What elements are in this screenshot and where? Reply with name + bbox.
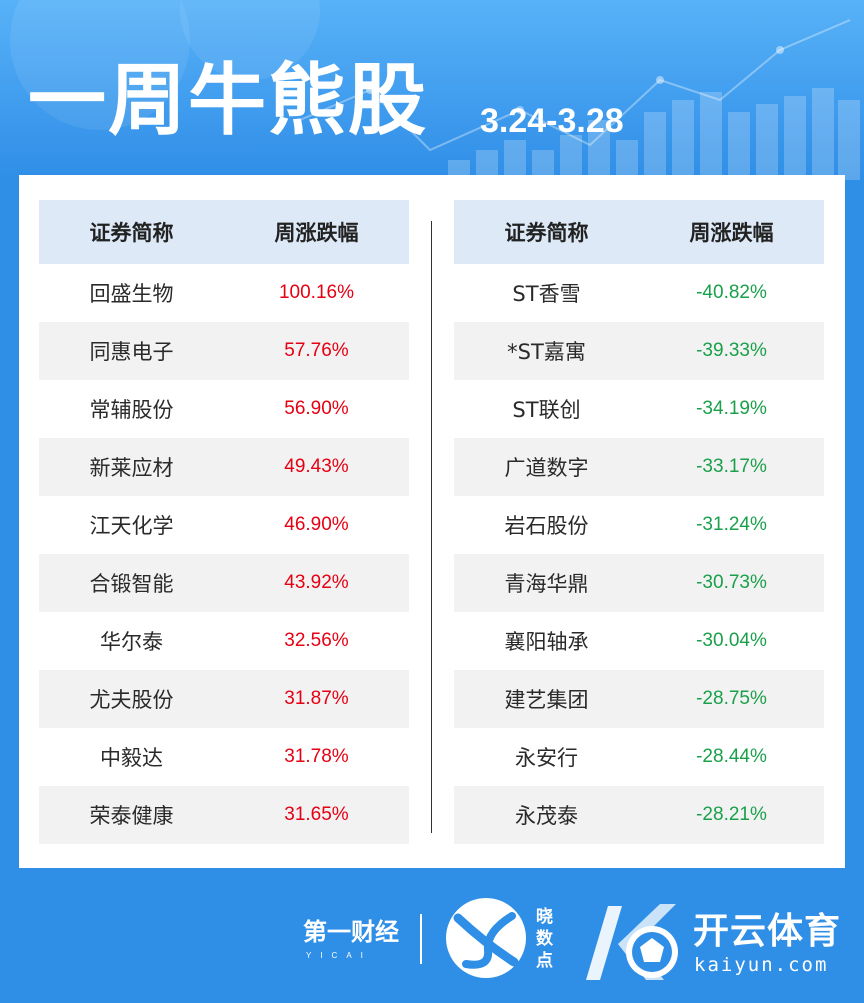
kaiyun-domain: kaiyun.com <box>694 954 829 976</box>
table-row: 合锻智能 43.92% <box>39 554 409 612</box>
table-row: 回盛生物 100.16% <box>39 264 409 322</box>
table-row: 同惠电子 57.76% <box>39 322 409 380</box>
table-row: 常辅股份 56.90% <box>39 380 409 438</box>
table-row: 荣泰健康 31.65% <box>39 786 409 844</box>
weekly-change: -31.24% <box>696 514 767 535</box>
table-header: 证券简称 周涨跌幅 <box>39 200 409 264</box>
bull-table: 证券简称 周涨跌幅 回盛生物 100.16% 同惠电子 57.76% 常辅股份 56.… <box>39 200 409 844</box>
table-header: 证券简称 周涨跌幅 <box>454 200 824 264</box>
logo-separator <box>420 914 422 964</box>
chart-decoration <box>10 0 860 180</box>
stock-name: 同惠电子 <box>89 340 174 364</box>
table-row: 永安行 -28.44% <box>454 728 824 786</box>
weekly-change: 57.76% <box>284 340 349 361</box>
header-banner: 一周牛熊股 3.24-3.28 <box>0 0 864 180</box>
table-row: ST联创 -34.19% <box>454 380 824 438</box>
weekly-change: -30.73% <box>696 572 767 593</box>
weekly-change: -39.33% <box>696 340 767 361</box>
stock-name: 青海华鼎 <box>504 572 589 596</box>
table-row: 襄阳轴承 -30.04% <box>454 612 824 670</box>
weekly-change: 56.90% <box>284 398 349 419</box>
kaiyun-logo-icon <box>586 904 678 980</box>
tables-card: 证券简称 周涨跌幅 回盛生物 100.16% 同惠电子 57.76% 常辅股份 56.… <box>19 175 845 868</box>
stock-name: 回盛生物 <box>89 282 174 306</box>
column-header-change: 周涨跌幅 <box>689 221 774 245</box>
table-row: 尤夫股份 31.87% <box>39 670 409 728</box>
stock-name: *ST嘉寓 <box>507 340 586 364</box>
table-row: 永茂泰 -28.21% <box>454 786 824 844</box>
kaiyun-label: 开云体育 <box>693 911 842 952</box>
table-row: *ST嘉寓 -39.33% <box>454 322 824 380</box>
weekly-change: 43.92% <box>284 572 349 593</box>
table-row: ST香雪 -40.82% <box>454 264 824 322</box>
weekly-change: -40.82% <box>696 282 767 303</box>
weekly-change: 46.90% <box>284 514 349 535</box>
table-row: 岩石股份 -31.24% <box>454 496 824 554</box>
weekly-change: 31.87% <box>284 688 349 709</box>
weekly-change: -28.75% <box>696 688 767 709</box>
yicai-logo-sub: YICAI <box>306 951 372 960</box>
stock-name: 合锻智能 <box>89 572 174 596</box>
date-range: 3.24-3.28 <box>480 102 624 140</box>
weekly-change: -30.04% <box>696 630 767 651</box>
column-header-change: 周涨跌幅 <box>274 221 359 245</box>
column-header-name: 证券简称 <box>89 221 174 245</box>
weekly-change: -33.17% <box>696 456 767 477</box>
stock-name: ST联创 <box>512 398 581 422</box>
stock-name: 常辅股份 <box>89 398 174 422</box>
stock-name: 永安行 <box>515 746 578 770</box>
stock-name: 永茂泰 <box>515 804 578 828</box>
stock-name: 尤夫股份 <box>89 688 174 712</box>
xiaoshudian-logo-icon <box>446 898 526 978</box>
stock-name: 荣泰健康 <box>89 804 174 828</box>
stock-name: 新莱应材 <box>89 456 174 480</box>
xiaoshudian-label: 晓数点 <box>536 907 553 971</box>
weekly-change: -34.19% <box>696 398 767 419</box>
weekly-change: 31.65% <box>284 804 349 825</box>
weekly-change: 49.43% <box>284 456 349 477</box>
table-row: 中毅达 31.78% <box>39 728 409 786</box>
table-row: 华尔泰 32.56% <box>39 612 409 670</box>
stock-name: 岩石股份 <box>504 514 589 538</box>
table-row: 建艺集团 -28.75% <box>454 670 824 728</box>
table-row: 广道数字 -33.17% <box>454 438 824 496</box>
weekly-change: 32.56% <box>284 630 349 651</box>
stock-name: 襄阳轴承 <box>504 630 589 654</box>
table-row: 江天化学 46.90% <box>39 496 409 554</box>
table-divider <box>431 221 432 833</box>
weekly-change: -28.44% <box>696 746 767 767</box>
weekly-change: 100.16% <box>278 282 354 303</box>
table-row: 青海华鼎 -30.73% <box>454 554 824 612</box>
stock-name: 江天化学 <box>89 514 174 538</box>
stock-name: 建艺集团 <box>504 688 589 712</box>
stock-name: 华尔泰 <box>100 630 163 654</box>
table-row: 新莱应材 49.43% <box>39 438 409 496</box>
weekly-change: 31.78% <box>284 746 349 767</box>
yicai-logo: 第一财经 <box>303 918 399 946</box>
weekly-change: -28.21% <box>696 804 767 825</box>
footer-brands: 第一财经 YICAI 晓数点 开云体育 kaiyun.com <box>0 880 864 1003</box>
bear-table: 证券简称 周涨跌幅 ST香雪 -40.82% *ST嘉寓 -39.33% ST联创 -… <box>454 200 824 844</box>
stock-name: 广道数字 <box>504 456 589 480</box>
stock-name: 中毅达 <box>100 746 163 770</box>
stock-name: ST香雪 <box>512 282 581 306</box>
column-header-name: 证券简称 <box>504 221 589 245</box>
page-title: 一周牛熊股 <box>28 56 429 146</box>
